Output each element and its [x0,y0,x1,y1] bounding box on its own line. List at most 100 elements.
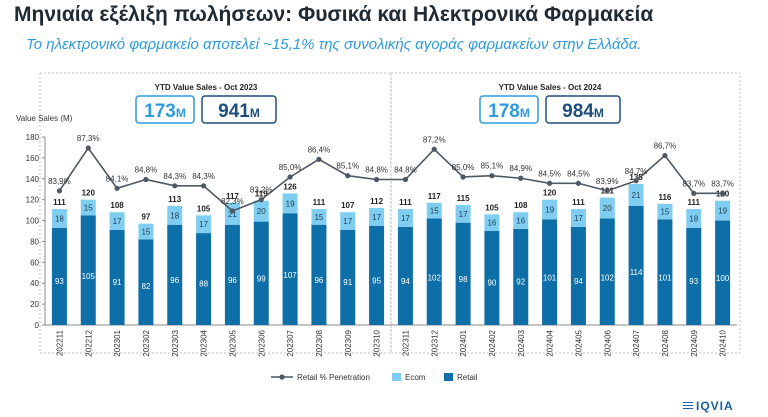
y-tick-label: 60 [30,258,39,267]
bar-retail [369,225,385,325]
ecom-value-label: 17 [372,213,381,222]
x-tick-label: 202311 [401,329,410,356]
y-tick-label: 20 [30,300,39,309]
bar-retail [599,218,615,325]
bar-ecom [51,209,67,228]
legend-ecom: Ecom [405,373,426,382]
penetration-label: 85,1% [336,162,359,171]
penetration-point [546,180,553,186]
ytd-retail-value: 984M [562,101,604,122]
total-value-label: 120 [543,189,557,198]
x-tick-label: 202306 [257,329,266,356]
x-tick-label: 202406 [603,329,612,356]
penetration-label: 87,2% [423,135,446,144]
bar-ecom [311,209,327,225]
penetration-point [85,145,91,151]
penetration-label: 84,1% [106,174,129,183]
penetration-point [633,178,639,184]
y-axis-label: Value Sales (M) [16,114,73,123]
x-tick-label: 202304 [200,329,209,356]
x-tick-label: 202305 [228,329,237,356]
total-value-label: 135 [629,173,643,182]
y-tick-label: 180 [26,133,40,142]
bar-ecom [397,209,413,227]
bar-ecom [80,199,96,216]
bar-ecom [455,204,471,223]
ecom-value-label: 15 [314,213,323,222]
bar-retail [426,218,442,325]
bar-ecom [369,208,385,226]
retail-value-label: 93 [55,277,64,286]
penetration-label: 84,9% [509,164,532,173]
retail-value-label: 105 [82,272,96,281]
ecom-value-label: 19 [545,206,554,215]
x-tick-label: 202303 [171,329,180,356]
retail-value-label: 101 [543,274,557,283]
penetration-point [143,176,149,183]
legend-ecom-swatch [392,373,401,381]
x-tick-label: 202409 [690,329,699,356]
total-value-label: 117 [226,192,239,201]
total-value-label: 108 [514,201,528,210]
penetration-point [114,185,120,191]
penetration-label: 84,3% [163,172,186,181]
total-value-label: 113 [168,195,181,204]
x-tick-label: 202401 [459,329,468,356]
ytd-panel-title: YTD Value Sales - Oct 2024 [499,83,602,92]
ecom-value-label: 17 [401,214,410,223]
bar-ecom [282,193,298,214]
ytd-retail-box [201,95,277,124]
penetration-label: 86,7% [654,142,677,151]
bar-retail [397,226,413,325]
total-value-label: 117 [428,192,441,201]
retail-value-label: 100 [716,274,730,283]
bar-ecom [426,202,442,219]
total-value-label: 105 [197,204,211,213]
bar-ecom [340,212,356,230]
ecom-value-label: 17 [343,217,352,226]
bar-retail [657,219,673,325]
x-tick-label: 202402 [488,329,497,356]
retail-value-label: 102 [428,273,442,282]
retail-value-label: 94 [401,277,410,286]
retail-value-label: 102 [601,273,615,282]
bar-ecom [686,209,702,228]
retail-value-label: 96 [170,276,179,285]
penetration-point [200,183,207,189]
retail-value-label: 91 [343,278,352,287]
bar-retail [167,224,183,325]
x-tick-label: 202308 [315,329,324,356]
page-subtitle: Το ηλεκτρονικό φαρμακείο αποτελεί ~15,1%… [26,36,642,53]
bar-retail [455,222,471,325]
total-value-label: 97 [141,213,150,222]
penetration-point [489,173,495,179]
ytd-ecom-box [479,95,539,124]
logo-text: IQVIA [696,399,734,413]
penetration-point [229,208,236,214]
bar-ecom [657,203,673,220]
penetration-label: 83,9% [48,177,71,186]
total-value-label: 111 [53,198,66,207]
penetration-point [258,197,264,203]
bar-retail [340,229,356,325]
bar-retail [253,221,269,325]
penetration-label: 84,5% [567,169,590,178]
bar-retail [715,220,731,325]
penetration-label: 84,8% [135,166,158,175]
bar-ecom [715,200,731,221]
penetration-label: 83,9% [596,177,619,186]
ecom-value-label: 21 [632,191,641,200]
penetration-label: 83,7% [682,179,705,188]
total-value-label: 105 [485,203,499,212]
penetration-label: 86,4% [308,145,331,154]
total-value-label: 107 [341,201,355,210]
penetration-label: 84,5% [538,169,561,178]
penetration-point [604,188,610,194]
bar-retail [513,228,529,325]
x-tick-label: 202310 [373,329,382,356]
bar-retail [570,226,586,325]
bar-retail [196,233,212,325]
penetration-label: 84,8% [365,166,388,175]
retail-value-label: 92 [516,278,525,287]
